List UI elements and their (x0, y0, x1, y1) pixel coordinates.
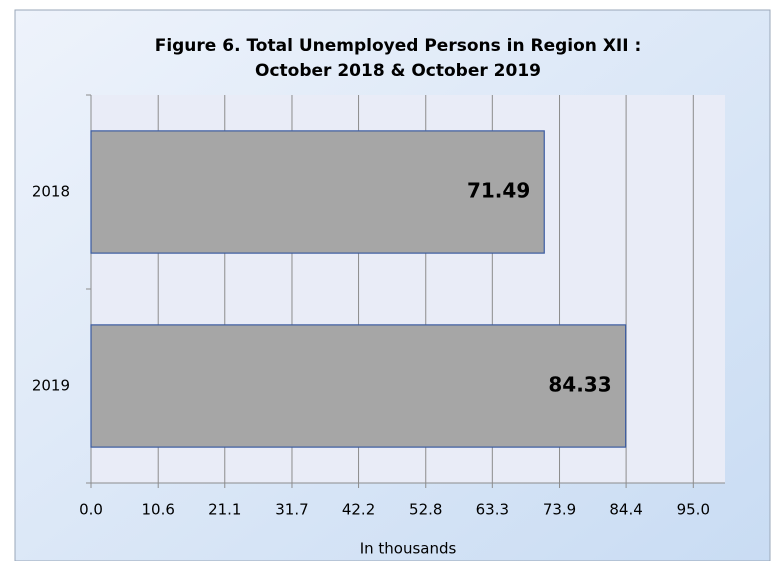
x-tick-label: 73.9 (543, 501, 576, 519)
x-axis-label: In thousands (360, 540, 457, 558)
data-label: 71.49 (467, 179, 530, 203)
y-tick-label: 2018 (32, 183, 70, 201)
x-tick-label: 42.2 (342, 501, 375, 519)
x-tick-label: 10.6 (142, 501, 175, 519)
x-tick-label: 52.8 (409, 501, 442, 519)
x-tick-label: 84.4 (609, 501, 642, 519)
x-tick-label: 63.3 (476, 501, 509, 519)
chart-title: Figure 6. Total Unemployed Persons in Re… (155, 36, 642, 56)
x-tick-label: 21.1 (208, 501, 241, 519)
bar (90, 130, 545, 254)
x-tick-label: 31.7 (275, 501, 308, 519)
x-tick-label: 0.0 (79, 501, 103, 519)
x-tick-label: 95.0 (677, 501, 710, 519)
bar (90, 324, 627, 448)
chart-title: October 2018 & October 2019 (255, 61, 541, 81)
y-tick-label: 2019 (32, 377, 70, 395)
data-label: 84.33 (548, 373, 611, 397)
